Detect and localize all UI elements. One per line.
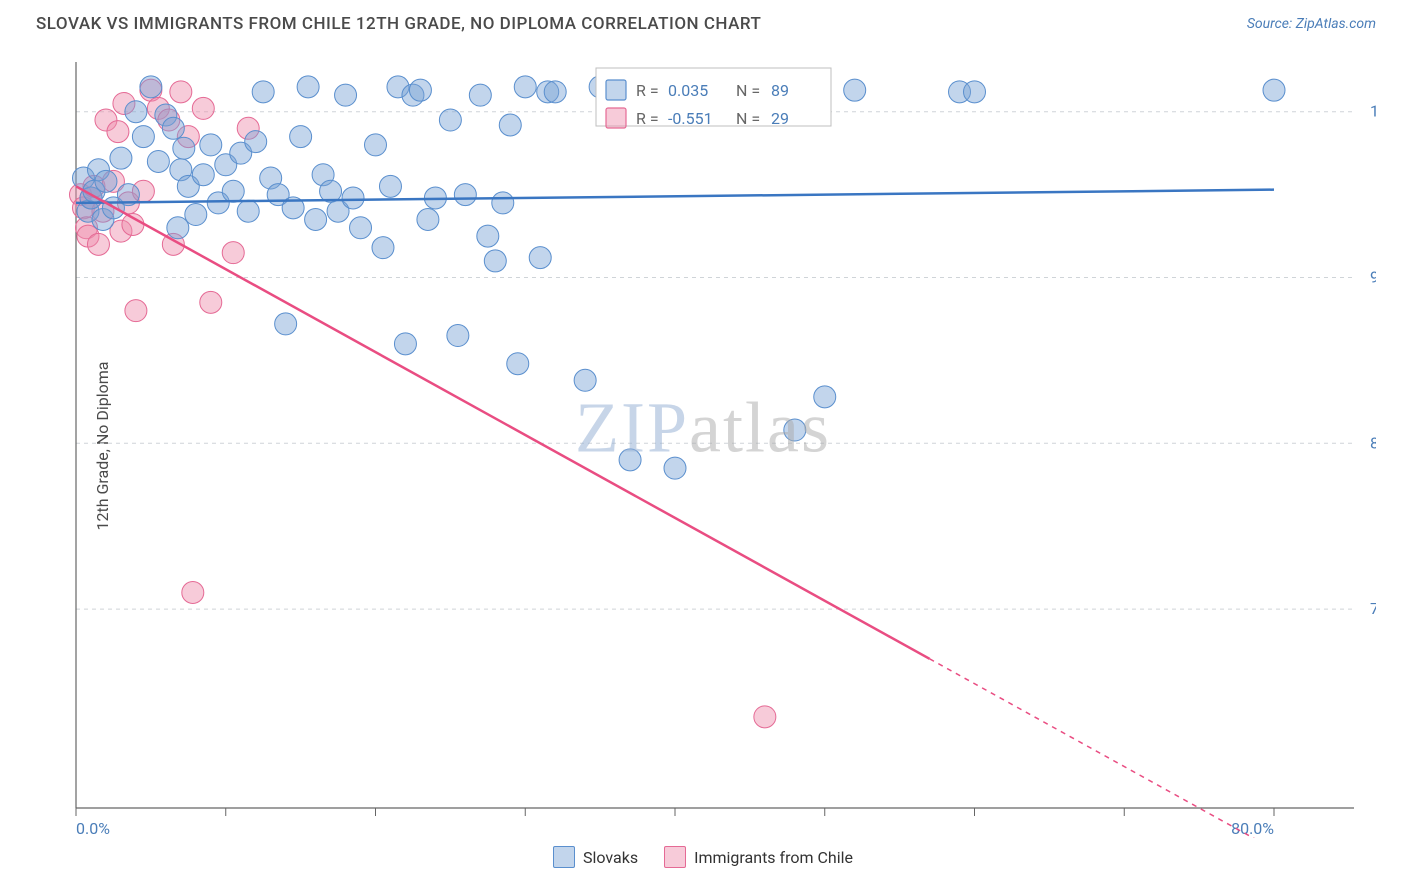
svg-text:N =: N = xyxy=(736,81,760,100)
scatter-point xyxy=(964,81,986,103)
scatter-point xyxy=(529,247,551,269)
scatter-point xyxy=(132,126,154,148)
correlation-chart: 70.0%80.0%90.0%100.0%0.0%80.0%R =0.035N … xyxy=(36,48,1376,838)
scatter-point xyxy=(394,333,416,355)
scatter-point xyxy=(1263,79,1285,101)
scatter-point xyxy=(222,242,244,264)
svg-text:R =: R = xyxy=(636,109,659,128)
scatter-point xyxy=(110,147,132,169)
scatter-point xyxy=(484,250,506,272)
scatter-point xyxy=(507,353,529,375)
scatter-point xyxy=(379,175,401,197)
scatter-point xyxy=(173,137,195,159)
scatter-point xyxy=(492,192,514,214)
svg-text:R =: R = xyxy=(636,81,659,100)
scatter-point xyxy=(222,180,244,202)
scatter-point xyxy=(237,200,259,222)
legend-label-slovaks: Slovaks xyxy=(583,848,638,867)
source-credit: Source: ZipAtlas.com xyxy=(1247,16,1376,32)
scatter-point xyxy=(125,101,147,123)
scatter-point xyxy=(544,81,566,103)
page-title: SLOVAK VS IMMIGRANTS FROM CHILE 12TH GRA… xyxy=(36,14,761,34)
scatter-point xyxy=(447,325,469,347)
scatter-point xyxy=(252,81,274,103)
scatter-point xyxy=(454,184,476,206)
swatch-slovaks xyxy=(553,846,575,868)
svg-text:-0.551: -0.551 xyxy=(668,109,713,128)
scatter-point xyxy=(87,233,109,255)
ytick-label: 70.0% xyxy=(1370,599,1376,618)
svg-text:N =: N = xyxy=(736,109,760,128)
legend-item-chile: Immigrants from Chile xyxy=(664,846,853,868)
bottom-legend: Slovaks Immigrants from Chile xyxy=(0,846,1406,868)
trend-line-slovaks xyxy=(76,190,1274,203)
scatter-point xyxy=(200,291,222,313)
scatter-point xyxy=(185,204,207,226)
legend-label-chile: Immigrants from Chile xyxy=(694,848,853,867)
xtick-label: 0.0% xyxy=(76,819,110,838)
scatter-point xyxy=(574,369,596,391)
scatter-point xyxy=(162,117,184,139)
svg-text:89: 89 xyxy=(771,81,789,100)
trend-line-chile-dashed xyxy=(930,659,1274,838)
scatter-point xyxy=(754,706,776,728)
scatter-point xyxy=(409,79,431,101)
scatter-point xyxy=(619,449,641,471)
scatter-point xyxy=(192,164,214,186)
scatter-point xyxy=(290,126,312,148)
ytick-label: 80.0% xyxy=(1370,433,1376,452)
scatter-point xyxy=(297,76,319,98)
scatter-point xyxy=(499,114,521,136)
scatter-point xyxy=(844,79,866,101)
scatter-point xyxy=(350,217,372,239)
scatter-point xyxy=(372,237,394,259)
scatter-point xyxy=(514,76,536,98)
scatter-point xyxy=(469,84,491,106)
scatter-point xyxy=(439,109,461,131)
scatter-point xyxy=(365,134,387,156)
scatter-point xyxy=(814,386,836,408)
scatter-point xyxy=(335,84,357,106)
scatter-point xyxy=(167,217,189,239)
svg-text:0.035: 0.035 xyxy=(668,81,708,100)
scatter-point xyxy=(107,121,129,143)
ytick-label: 90.0% xyxy=(1370,268,1376,287)
legend-item-slovaks: Slovaks xyxy=(553,846,638,868)
stats-legend xyxy=(596,68,831,126)
scatter-point xyxy=(784,419,806,441)
swatch-chile xyxy=(664,846,686,868)
scatter-point xyxy=(342,187,364,209)
ytick-label: 100.0% xyxy=(1370,102,1376,121)
scatter-point xyxy=(95,170,117,192)
scatter-point xyxy=(477,225,499,247)
scatter-point xyxy=(140,76,162,98)
scatter-point xyxy=(147,150,169,172)
scatter-point xyxy=(182,581,204,603)
scatter-point xyxy=(305,208,327,230)
scatter-point xyxy=(245,131,267,153)
scatter-point xyxy=(192,97,214,119)
scatter-point xyxy=(170,81,192,103)
scatter-point xyxy=(125,300,147,322)
scatter-point xyxy=(417,208,439,230)
svg-text:29: 29 xyxy=(771,109,789,128)
scatter-point xyxy=(664,457,686,479)
scatter-point xyxy=(275,313,297,335)
scatter-point xyxy=(200,134,222,156)
